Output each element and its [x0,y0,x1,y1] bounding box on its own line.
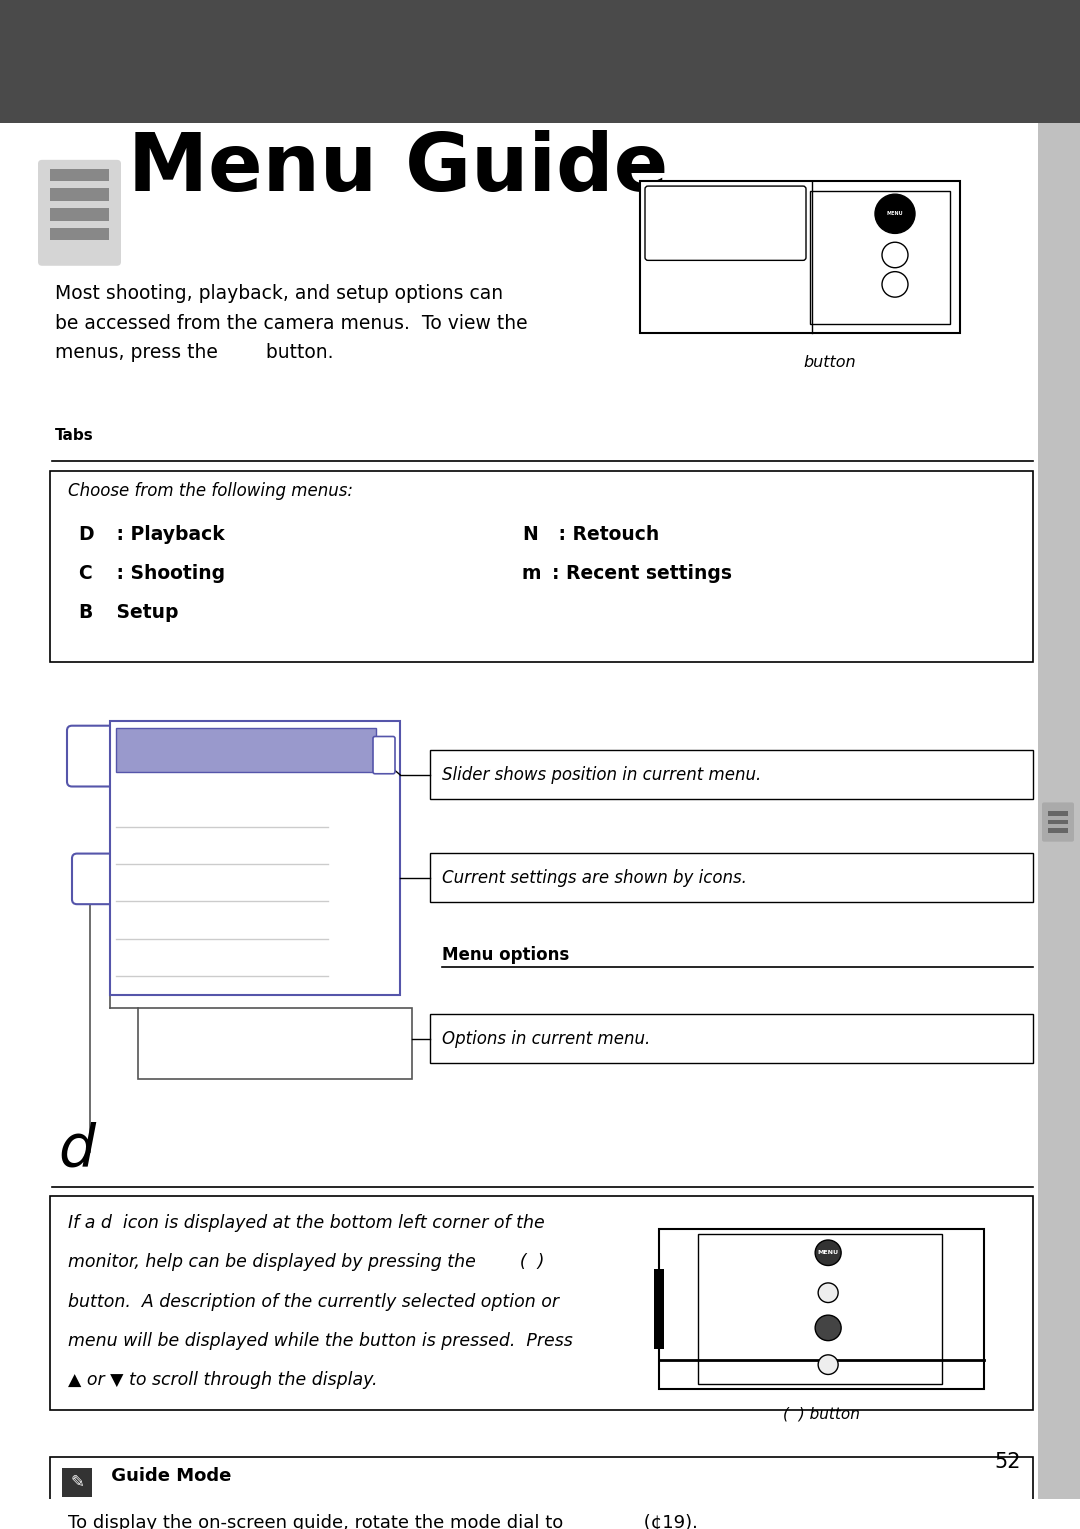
Circle shape [815,1315,841,1341]
Text: D: D [78,524,94,544]
Circle shape [815,1240,841,1266]
Circle shape [819,1283,838,1303]
Text: Choose from the following menus:: Choose from the following menus: [68,483,353,500]
Bar [640,182,960,333]
Text: If a d  icon is displayed at the bottom left corner of the: If a d icon is displayed at the bottom l… [68,1214,544,1232]
Text: monitor, help can be displayed by pressing the        (  ): monitor, help can be displayed by pressi… [68,1254,544,1271]
Circle shape [882,242,908,268]
Text: Slider shows position in current menu.: Slider shows position in current menu. [442,766,761,784]
Bar [0,0,1080,122]
Bar [1048,810,1068,815]
Bar [138,1008,411,1079]
Text: MENU: MENU [818,1251,839,1255]
Text: button.  A description of the currently selected option or: button. A description of the currently s… [68,1292,559,1310]
Bar [50,471,1032,662]
Text: Most shooting, playback, and setup options can: Most shooting, playback, and setup optio… [55,284,503,303]
Circle shape [882,272,908,297]
Text: 52: 52 [995,1453,1022,1472]
FancyBboxPatch shape [67,726,120,786]
Text: menu will be displayed while the button is pressed.  Press: menu will be displayed while the button … [68,1332,572,1350]
Text: ✎: ✎ [70,1474,84,1491]
FancyBboxPatch shape [1042,803,1074,841]
Text: Menu Guide: Menu Guide [129,130,669,208]
Bar [50,168,109,182]
Text: ▲ or ▼ to scroll through the display.: ▲ or ▼ to scroll through the display. [68,1372,378,1388]
Bar [810,191,950,324]
Text: MENU: MENU [887,211,903,216]
Text: Current settings are shown by icons.: Current settings are shown by icons. [442,868,747,887]
Bar [1038,122,1080,1500]
Text: C: C [78,564,92,583]
Bar [430,853,1032,902]
Text: N: N [522,524,538,544]
Bar [430,751,1032,800]
Text: : Retouch: : Retouch [552,524,659,544]
Text: button: button [804,355,856,370]
Text: be accessed from the camera menus.  To view the: be accessed from the camera menus. To vi… [55,313,528,333]
Bar [1048,829,1068,833]
Text: d: d [58,1122,95,1179]
Text: : Recent settings: : Recent settings [552,564,732,583]
Bar [1048,820,1068,824]
Bar [50,1457,1032,1529]
Bar [699,1234,942,1384]
FancyBboxPatch shape [645,187,806,260]
Text: Menu options: Menu options [442,946,569,963]
FancyBboxPatch shape [373,737,395,774]
Bar [660,1229,984,1388]
Text: Guide Mode: Guide Mode [105,1468,231,1485]
Text: menus, press the        button.: menus, press the button. [55,342,334,362]
Bar [430,1014,1032,1063]
Bar [50,208,109,220]
FancyBboxPatch shape [38,161,121,266]
Text: Options in current menu.: Options in current menu. [442,1029,650,1047]
Bar [62,1468,92,1497]
Circle shape [819,1355,838,1375]
Text: m: m [522,564,541,583]
Text: Tabs: Tabs [55,428,94,443]
Text: To display the on-screen guide, rotate the mode dial to              (¢19).: To display the on-screen guide, rotate t… [68,1514,698,1529]
Text: (  ) button: ( ) button [783,1407,860,1422]
Text: Setup: Setup [110,602,178,622]
Text: : Playback: : Playback [110,524,225,544]
Text: : Shooting: : Shooting [110,564,225,583]
Bar [110,720,400,995]
Bar [50,1196,1032,1410]
Text: B: B [78,602,93,622]
Circle shape [875,194,915,234]
FancyBboxPatch shape [72,853,120,904]
Bar [654,1269,664,1349]
Bar [50,228,109,240]
Bar [50,188,109,200]
Bar [116,728,376,772]
